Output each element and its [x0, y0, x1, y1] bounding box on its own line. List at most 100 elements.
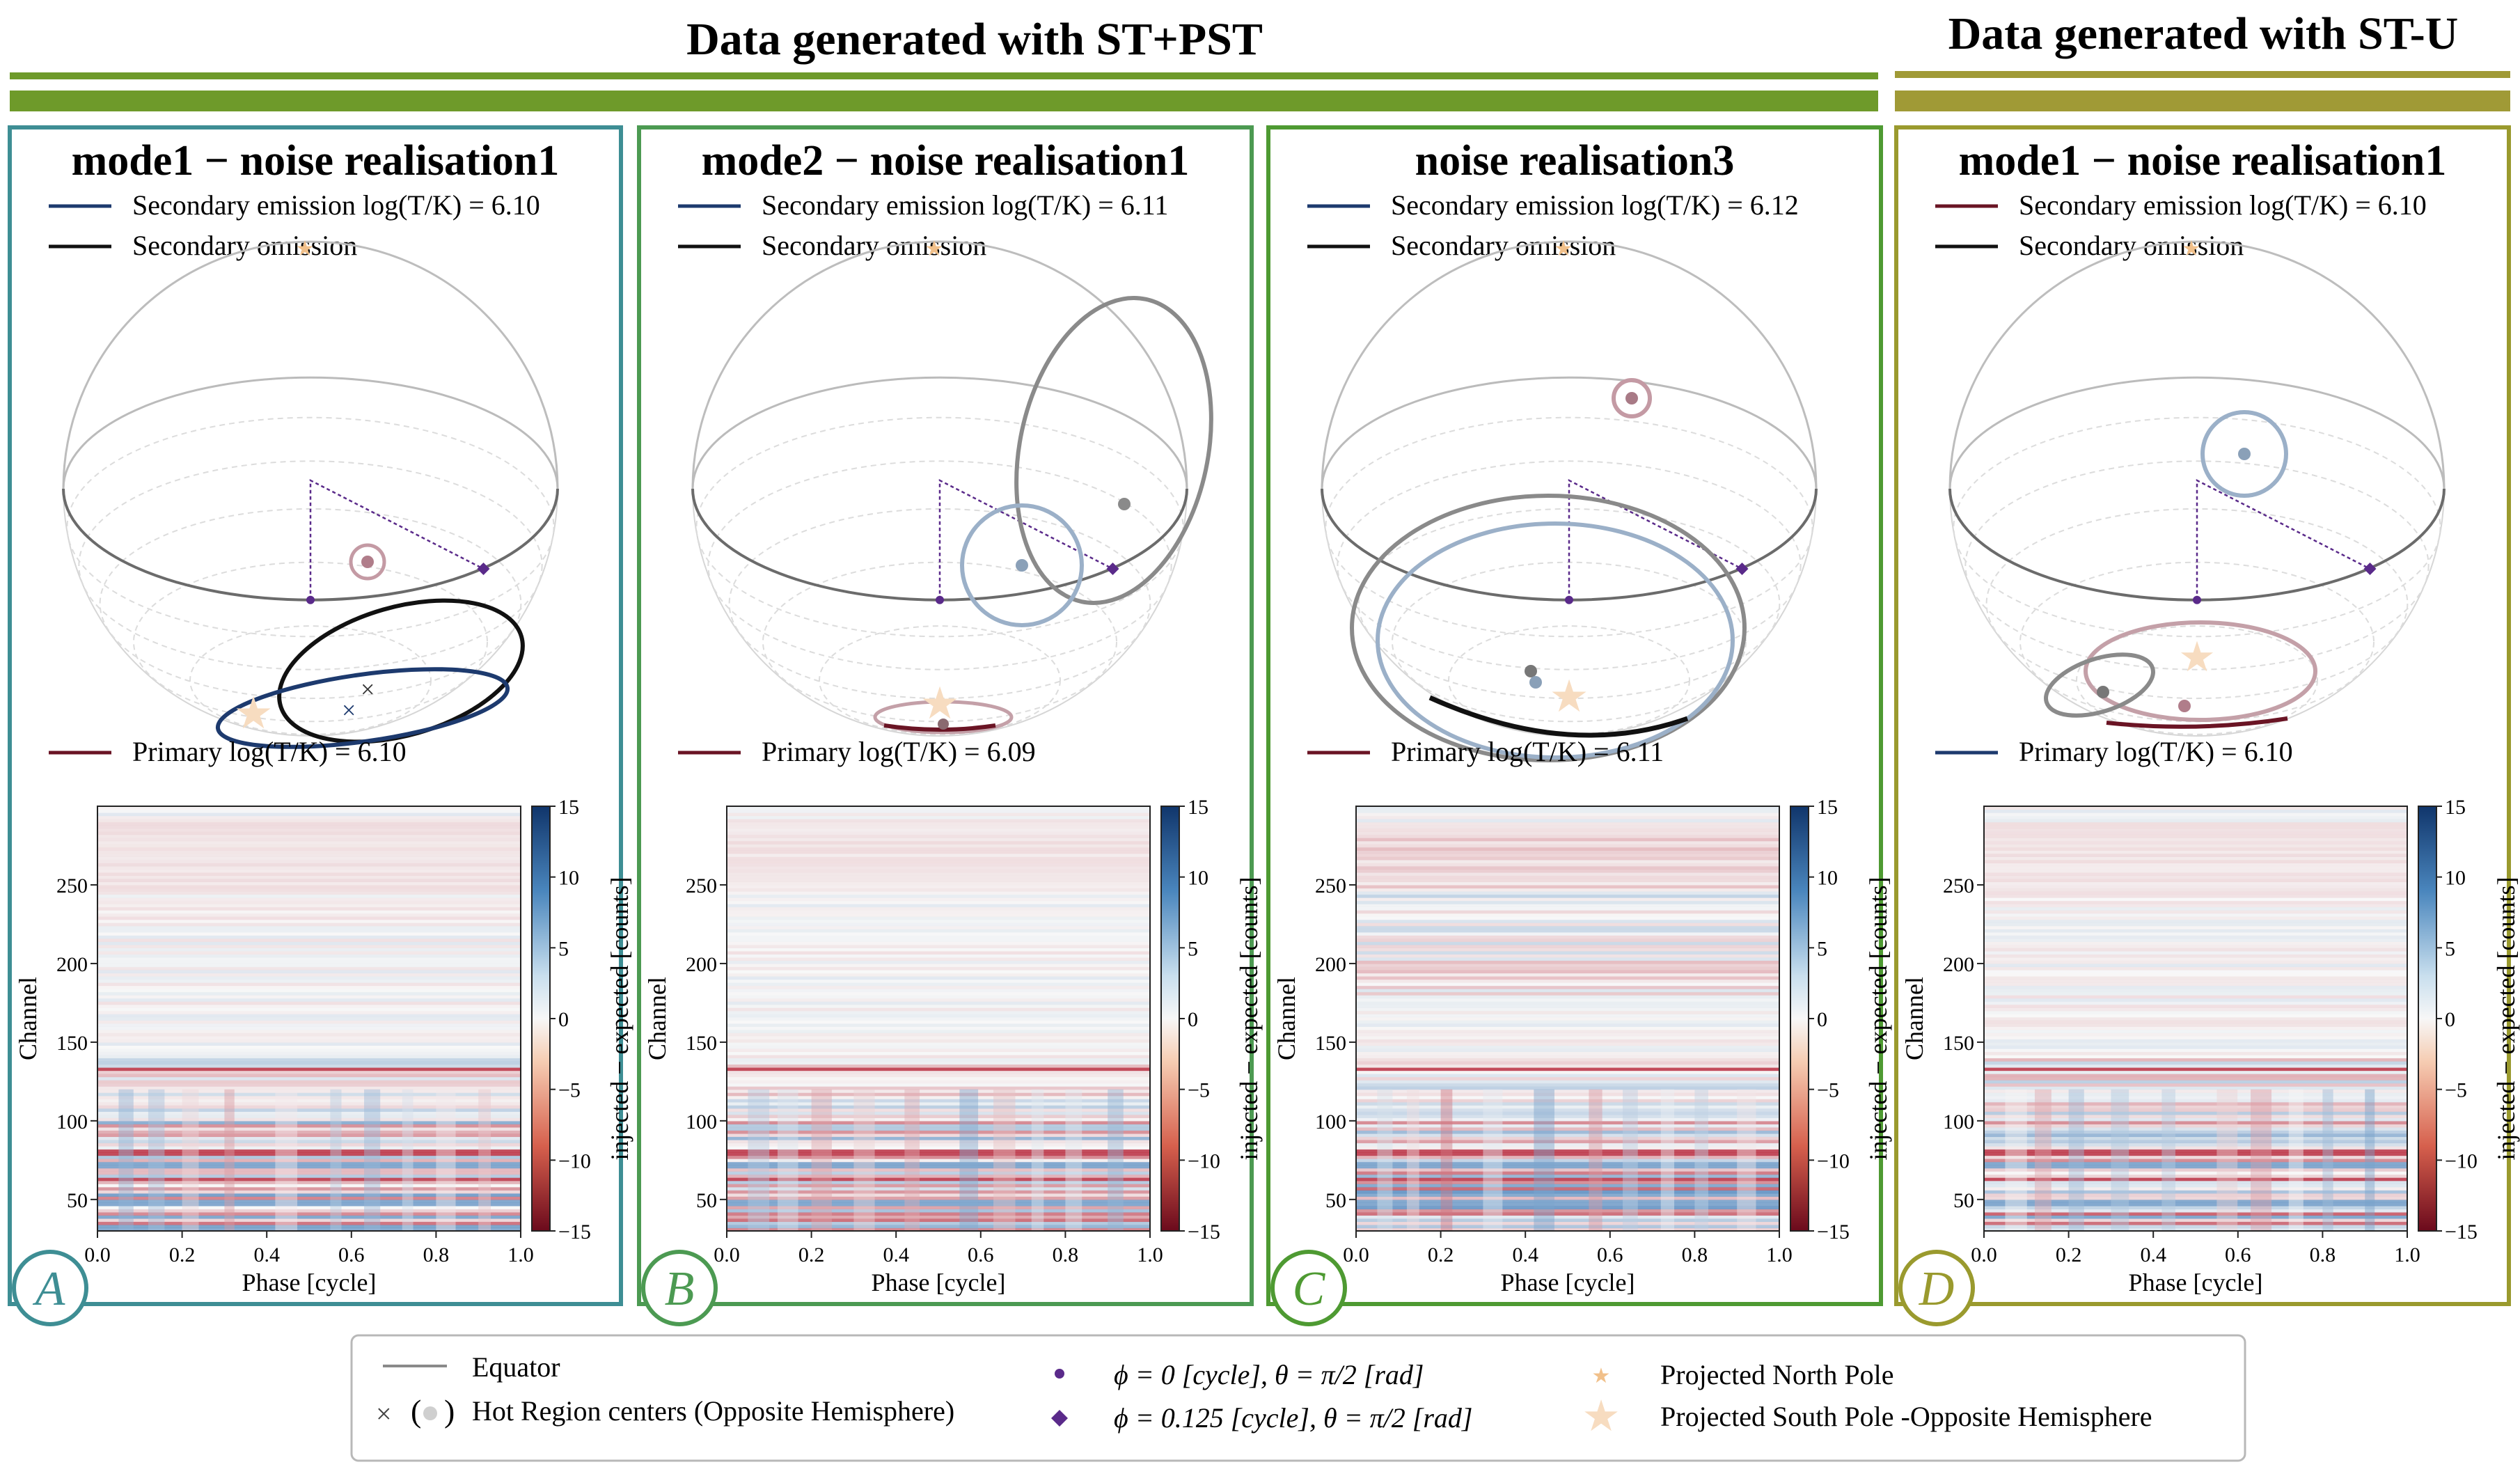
heatmap-row — [1356, 973, 1779, 977]
heatmap-row — [727, 1108, 1150, 1112]
heatmap-row — [727, 1126, 1150, 1131]
colorbar-tick-label: 10 — [2445, 867, 2466, 890]
cross-marker-icon: × — [376, 1398, 392, 1429]
heatmap-row — [1356, 1026, 1779, 1030]
north-pole-star: ★ — [296, 237, 315, 260]
heatmap-row — [97, 1035, 521, 1039]
heatmap-row — [1984, 891, 2407, 895]
heatmap-row — [1356, 913, 1779, 917]
heatmap-row — [1356, 834, 1779, 838]
phi0125-marker — [2363, 563, 2377, 576]
heatmap-band — [1483, 1089, 1503, 1231]
heatmap-band — [1065, 1089, 1082, 1231]
latitude-gridline — [66, 416, 555, 638]
header-bar-thin-right — [1895, 71, 2510, 78]
colorbar-tick-label: 0 — [1817, 1008, 1827, 1031]
latitude-gridline — [2076, 625, 2318, 735]
heatmap-row — [727, 1205, 1150, 1209]
heatmap-band — [224, 1089, 235, 1231]
heatmap-row — [97, 1120, 521, 1124]
heatmap-row — [727, 1083, 1150, 1087]
heatmap-row — [1984, 853, 2407, 857]
heatmap-row — [1984, 1152, 2407, 1156]
heatmap-row — [1984, 828, 2407, 832]
heatmap-row — [1356, 1042, 1779, 1046]
heatmap-band — [959, 1089, 979, 1231]
heatmap-row — [97, 850, 521, 854]
colorbar-tick-label: 15 — [1817, 796, 1838, 819]
heatmap-band — [2288, 1089, 2304, 1231]
heatmap-row — [1984, 1177, 2407, 1181]
heatmap-row — [1356, 1224, 1779, 1229]
heatmap-row — [1356, 1143, 1779, 1147]
legend-south-pole: Projected South Pole -Opposite Hemispher… — [1660, 1401, 2152, 1432]
x-tick-label: 0.0 — [84, 1243, 111, 1266]
heatmap-row — [1356, 1020, 1779, 1024]
heatmap-row — [1984, 1004, 2407, 1008]
heatmap-row — [1356, 1218, 1779, 1223]
heatmap-row — [1984, 1149, 2407, 1153]
heatmap-row — [727, 1155, 1150, 1159]
cross-marker: × — [342, 696, 356, 724]
x-tick-label: 1.0 — [1766, 1243, 1793, 1266]
legend-phi0: ϕ = 0 [cycle], θ = π/2 [rad] — [1114, 1359, 1424, 1390]
heatmap-row — [727, 925, 1150, 929]
heatmap-row — [1356, 1117, 1779, 1122]
heatmap-row — [97, 925, 521, 929]
heatmap-row — [727, 1026, 1150, 1030]
heatmap-row — [727, 973, 1150, 977]
y-tick-label: 100 — [686, 1110, 717, 1133]
heatmap-row — [1984, 998, 2407, 1002]
heatmap-row — [1984, 1186, 2407, 1191]
x-tick-label: 0.6 — [1597, 1243, 1623, 1266]
heatmap-row — [1984, 1007, 2407, 1012]
heatmap-row — [1356, 1174, 1779, 1178]
heatmap-row — [1356, 910, 1779, 914]
heatmap-row — [1356, 828, 1779, 832]
heatmap-row — [1984, 881, 2407, 886]
heatmap-row — [97, 957, 521, 961]
heatmap-row — [1356, 900, 1779, 904]
heatmap-row — [727, 950, 1150, 955]
heatmap-row — [1356, 863, 1779, 867]
heatmap-row — [727, 1130, 1150, 1134]
heatmap-row — [1356, 1064, 1779, 1068]
heatmap-row — [727, 1076, 1150, 1081]
heatmap-row — [1356, 1067, 1779, 1071]
heatmap-band — [811, 1089, 832, 1231]
heatmap-row — [727, 850, 1150, 854]
heatmap-row — [1984, 1161, 2407, 1165]
heatmap-row — [727, 819, 1150, 823]
heatmap-row — [1984, 850, 2407, 854]
heatmap-row — [727, 1211, 1150, 1216]
sphere-outline-top — [1321, 240, 1818, 489]
heatmap-row — [1356, 1035, 1779, 1039]
heatmap-row — [97, 1224, 521, 1229]
heatmap-row — [1984, 904, 2407, 908]
phi-reference-lines — [938, 478, 1114, 600]
heatmap-row — [1356, 1221, 1779, 1225]
heatmap-band — [2161, 1089, 2175, 1231]
colorbar-tick-label: 0 — [2445, 1008, 2455, 1031]
colorbar-label: injected − expected [counts] — [1864, 877, 1892, 1160]
heatmap-row — [727, 859, 1150, 863]
heatmap-row — [1984, 1117, 2407, 1122]
heatmap-row — [1356, 1099, 1779, 1103]
heatmap-row — [727, 929, 1150, 933]
heatmap-row — [727, 954, 1150, 958]
heatmap-row — [727, 1007, 1150, 1012]
heatmap-row — [1356, 1184, 1779, 1188]
heatmap-row — [727, 1117, 1150, 1122]
heatmap-row — [1984, 1051, 2407, 1055]
heatmap-row — [97, 840, 521, 845]
heatmap-row — [1984, 1083, 2407, 1087]
cross-marker: × — [361, 675, 375, 703]
heatmap-row — [1356, 819, 1779, 823]
y-tick-label: 200 — [1315, 953, 1346, 976]
heatmap-row — [1984, 1042, 2407, 1046]
heatmap-row — [727, 1105, 1150, 1109]
heatmap-row — [1356, 919, 1779, 923]
heatmap-row — [97, 919, 521, 923]
heatmap-row — [727, 932, 1150, 936]
heatmap-row — [97, 884, 521, 889]
